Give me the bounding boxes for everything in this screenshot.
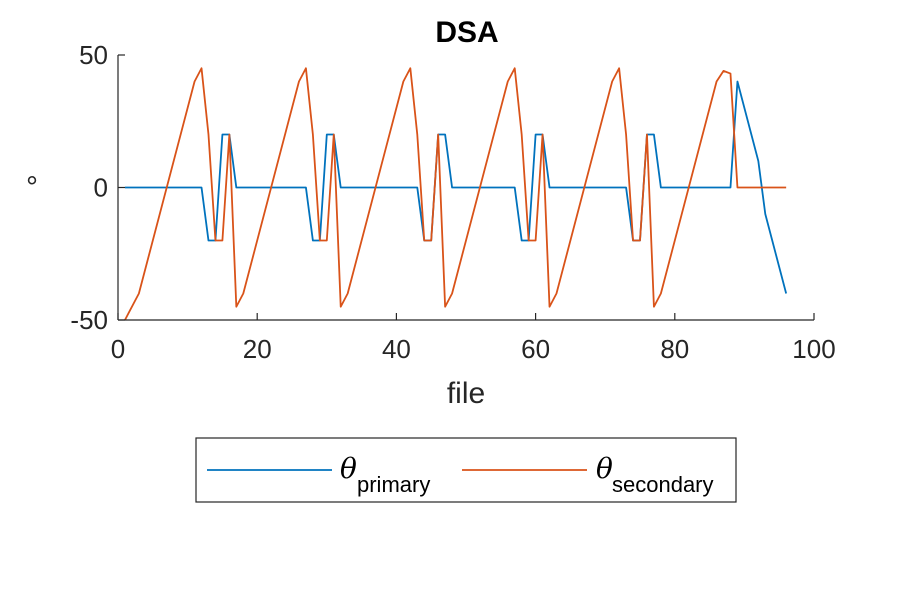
- chart-title: DSA: [435, 16, 498, 49]
- legend-entry-secondary: θ secondary: [462, 452, 714, 497]
- x-tick-label: 100: [792, 334, 835, 364]
- legend-subscript-secondary: secondary: [612, 472, 714, 497]
- y-tick-label: 50: [79, 40, 108, 70]
- y-tick-label: -50: [70, 305, 108, 335]
- x-tick-label: 40: [382, 334, 411, 364]
- x-tick-label: 20: [243, 334, 272, 364]
- y-axis-label: °: [26, 171, 38, 204]
- legend: θ primary θ secondary: [195, 437, 737, 503]
- legend-symbol-secondary: θ: [596, 452, 613, 485]
- x-tick-label: 60: [521, 334, 550, 364]
- y-tick-label: 0: [94, 173, 108, 203]
- series-group: [124, 67, 788, 321]
- legend-entry-primary: θ primary: [207, 452, 430, 497]
- series-line-secondary: [124, 67, 787, 321]
- series-line-primary: [124, 80, 788, 294]
- legend-subscript-primary: primary: [357, 472, 430, 497]
- legend-symbol-primary: θ: [340, 452, 357, 485]
- x-axis-label: file: [447, 377, 485, 410]
- x-ticks: 0 20 40 60 80 100: [111, 313, 836, 364]
- y-ticks: -50 0 50: [70, 40, 125, 335]
- x-tick-label: 80: [660, 334, 689, 364]
- x-tick-label: 0: [111, 334, 125, 364]
